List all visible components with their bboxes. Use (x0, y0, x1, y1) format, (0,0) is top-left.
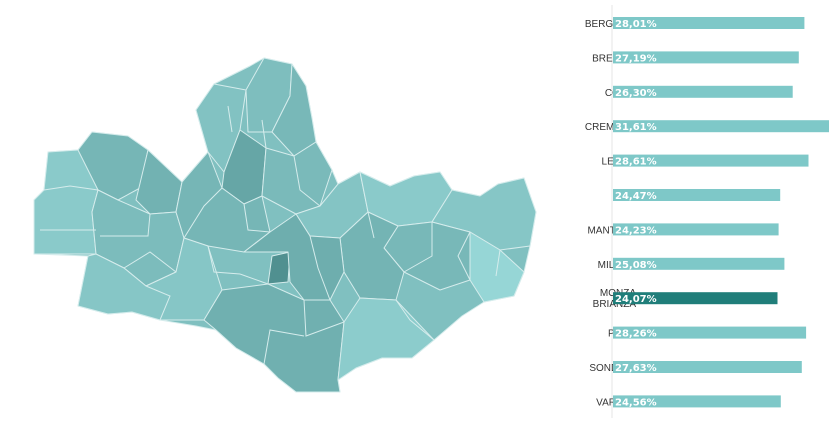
map-boundary-line (457, 231, 471, 281)
map-boundary-line (100, 213, 151, 237)
bar-value-label: 28,01% (615, 19, 657, 30)
map-boundary-line (207, 245, 241, 275)
map-boundary-line (243, 203, 271, 233)
bar-category-label: SONDRIO (589, 363, 636, 374)
bar[interactable] (613, 361, 802, 373)
bar-value-label: 27,19% (615, 53, 657, 64)
bar-value-label: 24,07% (615, 294, 657, 305)
map-boundary-line (261, 119, 267, 149)
bar-value-label: 24,23% (615, 225, 657, 236)
map-boundary-line (123, 251, 177, 273)
bar[interactable] (613, 17, 805, 29)
map-lodi-area[interactable] (243, 213, 345, 301)
map-boundary-line (303, 299, 345, 337)
bar[interactable] (613, 257, 785, 270)
bar[interactable] (613, 85, 793, 98)
map-boundary-line (239, 273, 269, 285)
map-pavia-south[interactable] (203, 283, 345, 393)
bar[interactable] (613, 120, 829, 133)
bar-value-label: 24,56% (615, 397, 657, 408)
map-boundary-line (495, 249, 501, 277)
map-monza-highlight[interactable] (267, 251, 291, 285)
map-pavia-north[interactable] (77, 237, 223, 321)
map-oltrepo[interactable] (337, 297, 435, 381)
map-boundary-line (145, 285, 171, 321)
bar[interactable] (613, 189, 781, 201)
map-boundary-line (367, 211, 375, 239)
map-boundary-line (227, 105, 233, 133)
province-map (33, 57, 537, 393)
bar-value-label: 28,61% (615, 157, 657, 168)
map-boundary-line (43, 185, 99, 191)
bar-value-label: 27,63% (615, 363, 657, 374)
bar[interactable] (613, 395, 781, 408)
bar[interactable] (613, 292, 778, 305)
bar[interactable] (613, 326, 807, 339)
bar-chart: BERGAMO28,01%BRESCIA27,19%COMO26,30%CREM… (585, 5, 829, 418)
bar-category-label: BERGAMO (585, 19, 636, 30)
bar-value-label: 28,26% (615, 329, 657, 340)
bar-value-label: 24,47% (615, 191, 657, 202)
map-boundary-line (293, 155, 321, 207)
bar-value-label: 31,61% (615, 122, 657, 133)
map-boundary-line (395, 299, 435, 341)
map-boundary-line (263, 329, 305, 365)
bar-category-label: MANTOVA (587, 225, 636, 236)
map-boundary-line (183, 187, 223, 239)
map-boundary-line (309, 235, 331, 301)
bar[interactable] (613, 51, 799, 64)
bar-value-label: 26,30% (615, 88, 657, 99)
map-boundary-line (403, 222, 433, 273)
bar[interactable] (613, 154, 809, 167)
bar-category-label: CREMONA (585, 122, 636, 133)
bar-value-label: 25,08% (615, 260, 657, 271)
bar[interactable] (613, 223, 779, 236)
